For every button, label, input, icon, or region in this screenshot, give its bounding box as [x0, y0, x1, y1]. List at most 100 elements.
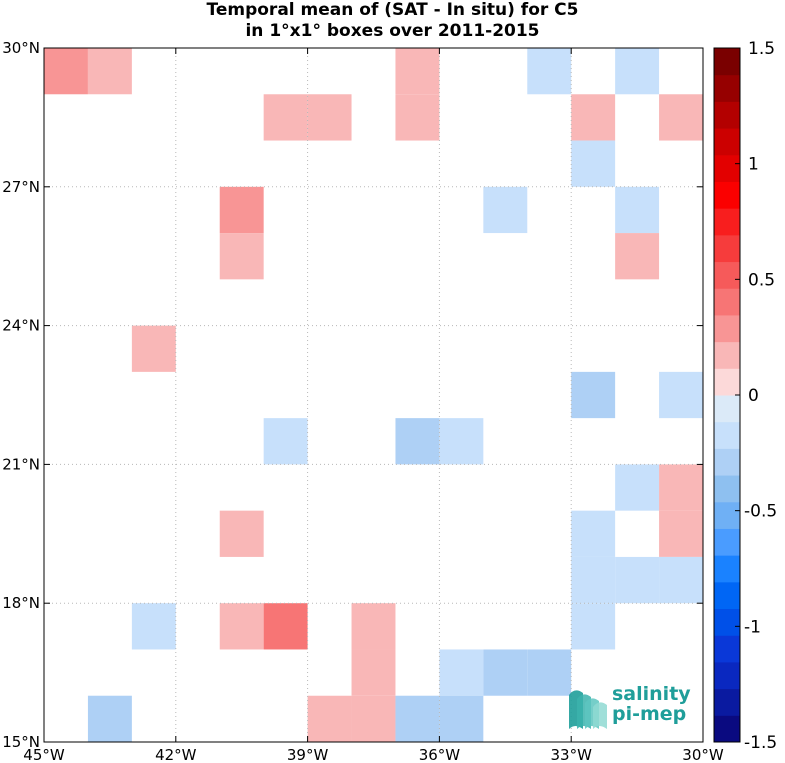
y-tick-label: 15°N	[2, 733, 40, 751]
colorbar-segment	[714, 635, 740, 663]
heatmap-cell	[571, 556, 616, 604]
heatmap-cell	[615, 464, 660, 511]
colorbar-segment	[714, 475, 740, 503]
x-tick-label: 42°W	[155, 746, 197, 763]
chart-title: Temporal mean of (SAT - In situ) for C5 …	[0, 0, 785, 42]
heatmap-cell	[615, 48, 660, 95]
plot-frame	[43, 47, 704, 743]
heatmap-cell	[351, 649, 396, 696]
colorbar-segment	[714, 528, 740, 556]
heatmap-cell	[571, 140, 616, 187]
heatmap-cell	[263, 94, 308, 141]
colorbar-segment	[714, 421, 740, 449]
heatmap-cell	[351, 695, 396, 742]
axes: 45°W 42°W 39°W 36°W 33°W 30°W 15°N 18°N 21°N 24°N…	[2, 39, 724, 763]
heatmap-cell	[571, 510, 616, 557]
colorbar-segment	[714, 48, 740, 76]
heatmap-cell	[483, 186, 528, 234]
colorbar-segment	[714, 314, 740, 343]
heatmap-cell	[659, 556, 703, 604]
heatmap-cell	[439, 418, 484, 465]
colorbar-segment	[714, 501, 740, 529]
heatmap-cell	[131, 325, 176, 372]
colorbar-tick-label: 1.5	[748, 39, 775, 59]
colorbar-segment	[714, 261, 740, 289]
x-tick-label: 39°W	[287, 746, 329, 763]
colorbar-segment	[714, 208, 740, 236]
waves-logo-icon	[569, 690, 607, 729]
colorbar-segment	[714, 608, 740, 636]
heatmap-cell	[351, 603, 396, 650]
heatmap-cell	[659, 371, 703, 419]
x-tick-label: 33°W	[550, 746, 592, 763]
heatmap-cell	[395, 695, 440, 742]
heatmap-cell	[307, 94, 352, 141]
y-tick-label: 21°N	[2, 455, 40, 473]
heatmap-cell	[615, 233, 660, 280]
colorbar-segment	[714, 101, 740, 129]
heatmap-cell	[263, 418, 308, 465]
colorbar-segment	[714, 555, 740, 583]
heatmap-cell	[527, 649, 572, 696]
x-tick-label: 30°W	[682, 746, 724, 763]
heatmap-cell	[615, 186, 660, 234]
heatmap-cell	[44, 48, 88, 95]
colorbar-tick-label: -1	[744, 617, 761, 637]
chart-title-line2: in 1°x1° boxes over 2011-2015	[245, 21, 540, 41]
colorbar-segment	[714, 128, 740, 156]
colorbar-segment	[714, 341, 740, 369]
heatmap-cell	[439, 695, 484, 742]
colorbar-segment	[714, 395, 740, 423]
heatmap-cell	[571, 603, 616, 650]
colorbar-segment	[714, 581, 740, 610]
colorbar-segment	[714, 688, 740, 716]
colorbar-tick-label: -0.5	[744, 502, 777, 522]
colorbar-tick-label: 0	[748, 386, 759, 406]
heatmap-cell	[571, 371, 616, 419]
colorbar-segment	[714, 234, 740, 263]
heatmap-cell	[659, 510, 703, 557]
colorbar-segment	[714, 181, 740, 209]
y-tick-label: 24°N	[2, 317, 40, 335]
heatmap-cell	[219, 186, 264, 234]
heatmap-cell	[395, 48, 440, 95]
logo-text-pimep: pi-mep	[612, 703, 687, 725]
chart-title-line1: Temporal mean of (SAT - In situ) for C5	[206, 0, 579, 20]
colorbar-segment	[714, 368, 740, 396]
heatmap-cell	[395, 94, 440, 141]
colorbar-segment	[714, 661, 740, 690]
heatmap-cell	[307, 695, 352, 742]
colorbar-segment	[714, 288, 740, 316]
colorbar-segment	[714, 448, 740, 476]
y-tick-label: 27°N	[2, 178, 40, 196]
y-tick-label: 18°N	[2, 594, 40, 612]
heatmap-cell	[263, 603, 308, 650]
colorbar-segment	[714, 74, 740, 102]
colorbar-tick-label: 0.5	[748, 270, 775, 290]
heatmap-cell	[219, 233, 264, 280]
heatmap-cell	[659, 94, 703, 141]
colorbar-segment	[714, 715, 740, 743]
salinity-pimep-logo: salinity pi-mep	[565, 683, 705, 733]
heatmap-cell	[527, 48, 572, 95]
heatmap-cell	[659, 464, 703, 511]
heatmap-cell	[131, 603, 176, 650]
logo-text-salinity: salinity	[612, 683, 691, 705]
heatmap-cells	[44, 48, 703, 742]
heatmap-cell	[395, 418, 440, 465]
heatmap-cell	[87, 48, 132, 95]
heatmap-cell	[615, 556, 660, 604]
colorbar: 1.5 1 0.5 0 -0.5 -1 -1.5	[713, 39, 777, 753]
heatmap-cell	[219, 510, 264, 557]
y-tick-label: 30°N	[2, 39, 40, 57]
heatmap-cell	[571, 94, 616, 141]
x-tick-label: 36°W	[419, 746, 461, 763]
heatmap-cell	[219, 603, 264, 650]
x-tick-label: 45°W	[23, 746, 65, 763]
colorbar-tick-label: -1.5	[744, 733, 777, 753]
heatmap-cell	[439, 649, 484, 696]
heatmap-cell	[87, 695, 132, 742]
heatmap-cell	[483, 649, 528, 696]
colorbar-tick-label: 1	[748, 155, 759, 175]
